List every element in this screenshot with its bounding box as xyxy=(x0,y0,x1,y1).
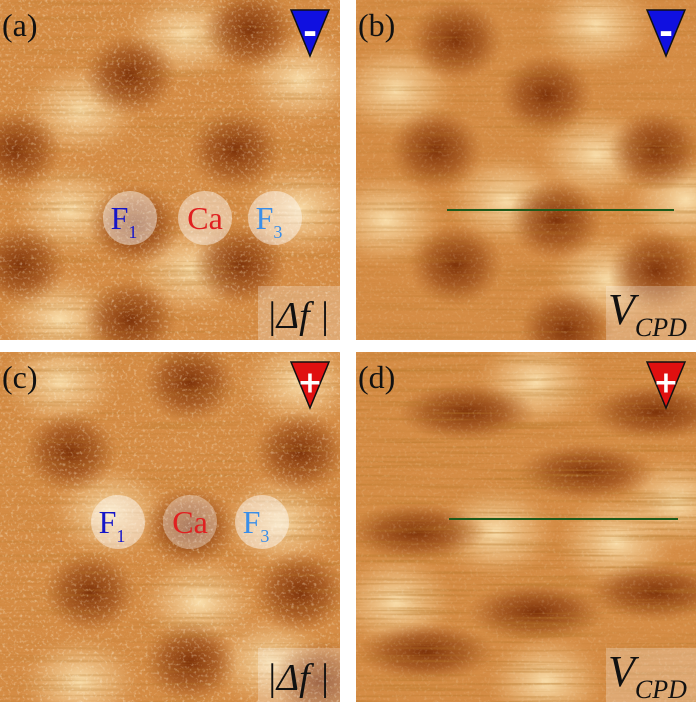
signal-symbol: V xyxy=(608,285,640,334)
atom-label: F3 xyxy=(256,200,283,242)
atom-marker xyxy=(178,191,232,245)
atom-marker xyxy=(103,191,157,245)
panel-label: (c) xyxy=(2,359,38,395)
sign: - xyxy=(659,13,673,53)
noise xyxy=(356,352,696,702)
atom-subscript: 1 xyxy=(116,526,125,546)
panel-label: (a) xyxy=(2,7,38,43)
atom-subscript: 1 xyxy=(128,222,137,242)
atom-subscript: 3 xyxy=(260,526,269,546)
atom-symbol: F xyxy=(243,504,261,540)
atom-symbol: F xyxy=(99,504,117,540)
atom-marker xyxy=(91,495,145,549)
atom-label: Ca xyxy=(187,200,223,236)
noise xyxy=(0,0,340,340)
signal-label: VCPD xyxy=(608,647,687,702)
atom-marker xyxy=(248,191,302,245)
atom-label: Ca xyxy=(172,504,208,540)
signal-subscript: CPD xyxy=(635,313,687,342)
noise xyxy=(356,0,696,340)
atom-marker xyxy=(235,495,289,549)
atom-label: F1 xyxy=(99,504,126,546)
panel: (d) + VCPD xyxy=(356,352,696,702)
atom-symbol: F xyxy=(111,200,129,236)
sign: + xyxy=(297,366,322,401)
signal-box xyxy=(606,648,696,702)
atom-symbol: F xyxy=(256,200,274,236)
atom-label: F3 xyxy=(243,504,270,546)
atom-symbol: Ca xyxy=(187,200,223,236)
panel: (c) +F1 Ca F3|Δf | xyxy=(0,352,340,702)
panel-label: (d) xyxy=(358,359,395,395)
signal-label: VCPD xyxy=(608,285,687,342)
panel: (a) -F1 Ca F3|Δf | xyxy=(0,0,340,340)
panel: (b) - VCPD xyxy=(356,0,696,342)
sign-triangle xyxy=(645,361,687,410)
sign-triangle xyxy=(289,9,331,58)
atom-symbol: Ca xyxy=(172,504,208,540)
signal-label: |Δf | xyxy=(266,295,329,337)
panel-label: (b) xyxy=(358,7,395,43)
signal-box xyxy=(606,286,696,340)
sign: - xyxy=(303,13,317,53)
atom-marker xyxy=(163,495,217,549)
sign: + xyxy=(653,366,678,401)
atom-subscript: 3 xyxy=(273,222,282,242)
signal-label: |Δf | xyxy=(266,657,329,699)
signal-box xyxy=(258,286,340,340)
signal-box xyxy=(258,648,340,702)
atom-label: F1 xyxy=(111,200,138,242)
noise xyxy=(0,352,340,702)
signal-subscript: CPD xyxy=(635,675,687,702)
signal-symbol: V xyxy=(608,647,640,696)
sign-triangle xyxy=(289,361,331,410)
sign-triangle xyxy=(645,9,687,58)
